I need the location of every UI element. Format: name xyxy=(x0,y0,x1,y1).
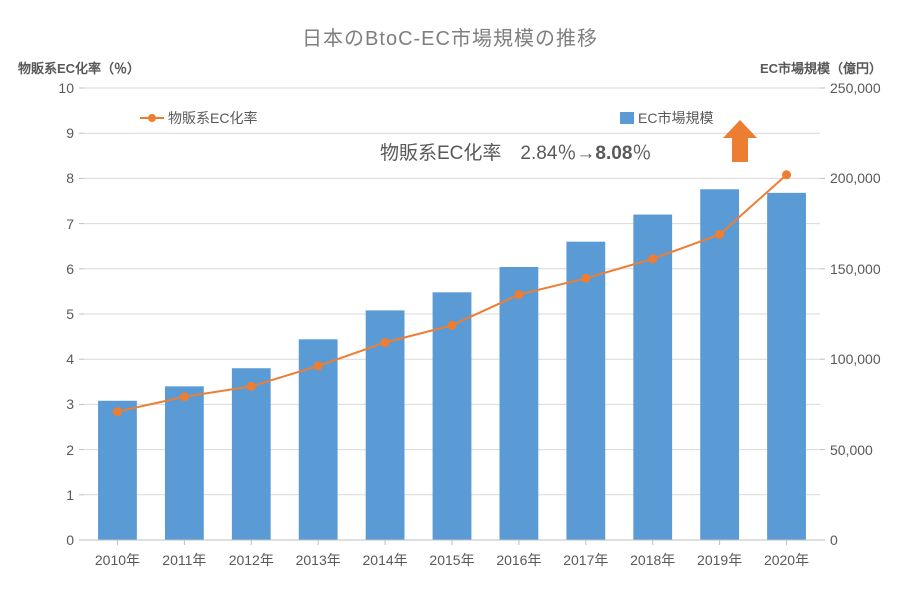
line-marker xyxy=(648,254,657,263)
line-marker xyxy=(113,407,122,416)
left-tick-label: 9 xyxy=(66,125,74,141)
x-tick-label: 2013年 xyxy=(296,550,341,570)
bar xyxy=(700,189,739,540)
right-tick-label: 200,000 xyxy=(830,170,881,186)
bar xyxy=(232,368,271,540)
left-tick-label: 8 xyxy=(66,170,74,186)
right-tick-label: 250,000 xyxy=(830,80,881,96)
annotation-text: 物販系EC化率 2.84％→8.08％ xyxy=(380,138,651,165)
x-tick-label: 2011年 xyxy=(162,550,206,570)
legend-label: 物販系EC化率 xyxy=(168,108,257,128)
up-arrow-icon xyxy=(723,120,757,162)
line-marker xyxy=(381,338,390,347)
left-tick-label: 0 xyxy=(66,532,74,548)
annotation-from: 2.84 xyxy=(520,143,557,164)
line-marker xyxy=(715,230,724,239)
line-marker-icon xyxy=(140,111,164,125)
x-tick-label: 2015年 xyxy=(429,550,474,570)
right-tick-label: 100,000 xyxy=(830,351,881,367)
left-tick-label: 5 xyxy=(66,306,74,322)
bar xyxy=(767,193,806,540)
bar xyxy=(98,401,137,540)
left-tick-label: 10 xyxy=(58,80,74,96)
x-tick-label: 2010年 xyxy=(95,550,140,570)
line-marker xyxy=(314,361,323,370)
chart-root: 日本のBtoC-EC市場規模の推移 物販系EC化率（％） EC市場規模（億円） … xyxy=(0,0,900,595)
bar xyxy=(165,386,204,540)
left-tick-label: 3 xyxy=(66,396,74,412)
line-marker xyxy=(180,392,189,401)
annotation-arrow-text: ％→ xyxy=(557,143,595,164)
x-tick-label: 2012年 xyxy=(229,550,274,570)
line-marker xyxy=(514,290,523,299)
x-tick-label: 2014年 xyxy=(363,550,408,570)
right-tick-label: 50,000 xyxy=(830,442,873,458)
right-tick-label: 150,000 xyxy=(830,261,881,277)
legend-item: 物販系EC化率 xyxy=(140,108,257,128)
annotation-suffix: ％ xyxy=(632,143,651,164)
chart-svg xyxy=(0,0,900,595)
left-tick-label: 2 xyxy=(66,442,74,458)
x-tick-label: 2020年 xyxy=(764,550,809,570)
x-tick-label: 2017年 xyxy=(563,550,608,570)
line-marker xyxy=(581,274,590,283)
line-marker xyxy=(448,321,457,330)
bar xyxy=(566,242,605,540)
x-tick-label: 2016年 xyxy=(496,550,541,570)
annotation-prefix: 物販系EC化率 xyxy=(380,143,520,164)
bar-marker-icon xyxy=(620,112,634,124)
legend-item: EC市場規模 xyxy=(620,108,713,128)
left-tick-label: 1 xyxy=(66,487,74,503)
left-tick-label: 6 xyxy=(66,261,74,277)
legend-label: EC市場規模 xyxy=(638,108,713,128)
x-tick-label: 2019年 xyxy=(697,550,742,570)
x-tick-label: 2018年 xyxy=(630,550,675,570)
line-marker xyxy=(247,382,256,391)
left-tick-label: 7 xyxy=(66,216,74,232)
right-tick-label: 0 xyxy=(830,532,838,548)
annotation-to: 8.08 xyxy=(595,143,632,164)
line-marker xyxy=(782,170,791,179)
bar xyxy=(500,267,539,540)
left-tick-label: 4 xyxy=(66,351,74,367)
